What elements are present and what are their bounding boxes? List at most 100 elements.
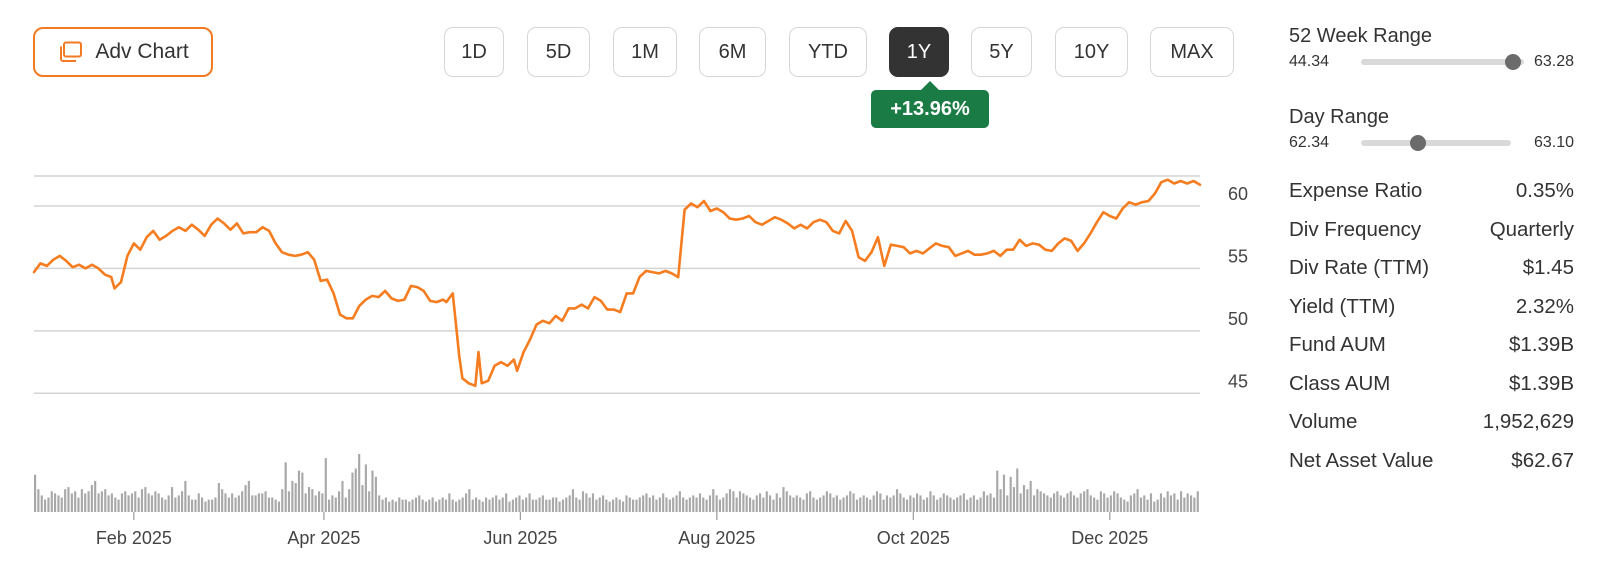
volume-bar	[201, 497, 204, 512]
x-tick-label: Apr 2025	[287, 528, 360, 548]
volume-bar	[237, 495, 240, 512]
volume-bar	[1046, 495, 1049, 512]
stat-label: Div Rate (TTM)	[1289, 256, 1430, 280]
stat-value: 2.32%	[1515, 294, 1574, 318]
volume-bar	[541, 495, 544, 512]
volume-bar	[498, 499, 501, 512]
volume-bar	[418, 495, 421, 512]
volume-bar	[916, 493, 919, 512]
volume-bar	[174, 497, 177, 512]
volume-bar	[956, 497, 959, 512]
volume-bar	[946, 495, 949, 512]
volume-bar	[825, 491, 828, 512]
range-1d-button[interactable]: 1D	[444, 27, 504, 77]
volume-bar	[1159, 493, 1163, 512]
range-1m-button[interactable]: 1M	[613, 27, 677, 77]
volume-bar	[1049, 497, 1052, 512]
stat-value: Quarterly	[1489, 217, 1574, 241]
volume-bar	[942, 493, 945, 512]
volume-bar	[214, 497, 217, 512]
volume-bar	[515, 497, 518, 512]
volume-bar	[598, 497, 601, 512]
range-max-button[interactable]: MAX	[1150, 27, 1234, 77]
volume-bar	[231, 493, 234, 512]
volume-bar	[635, 499, 638, 512]
volume-bar	[348, 489, 351, 512]
volume-bar	[1146, 499, 1149, 512]
volume-bar	[602, 495, 605, 512]
volume-bar	[872, 495, 875, 512]
volume-bar	[1063, 497, 1066, 512]
volume-bar	[705, 499, 708, 512]
volume-bar	[1033, 495, 1036, 512]
adv-chart-button[interactable]: Adv Chart	[33, 27, 213, 77]
volume-bar	[662, 493, 665, 512]
volume-bar	[110, 493, 113, 512]
volume-bar	[775, 493, 778, 512]
volume-bar	[899, 493, 902, 512]
volume-bar	[384, 497, 387, 512]
range-1y-button[interactable]: 1Y	[889, 27, 949, 77]
range-5d-button[interactable]: 5D	[527, 27, 590, 77]
volume-bar	[1133, 493, 1136, 512]
volume-bar	[334, 497, 337, 512]
volume-bar	[448, 493, 451, 512]
volume-bar	[177, 495, 180, 512]
volume-bar	[308, 487, 311, 512]
day-range: Day Range 62.34 63.10	[1289, 106, 1574, 154]
volume-bar	[501, 497, 504, 512]
volume-bar	[1066, 493, 1069, 512]
x-tick-label: Dec 2025	[1071, 528, 1148, 548]
range-ytd-button[interactable]: YTD	[789, 27, 867, 77]
stat-label: Fund AUM	[1289, 333, 1386, 357]
volume-bar	[575, 497, 578, 512]
volume-bar	[87, 491, 90, 512]
week52-track	[1360, 54, 1524, 70]
volume-bar	[458, 499, 461, 512]
price-chart[interactable]: 45 50 55 60 Feb 2025 Apr 2025 Jun 2025 Aug 202…	[0, 0, 1260, 573]
volume-bar	[1019, 493, 1022, 512]
volume-bar	[1083, 491, 1086, 512]
volume-bar	[1006, 495, 1009, 512]
chart-stack-icon	[60, 41, 83, 62]
volume-bar	[54, 493, 57, 512]
volume-bar	[424, 501, 428, 512]
volume-bar	[545, 499, 548, 512]
volume-bar	[638, 497, 641, 512]
range-10y-button[interactable]: 10Y	[1055, 27, 1128, 77]
volume-bar	[732, 491, 735, 512]
volume-bar	[297, 470, 301, 512]
volume-bar	[815, 499, 818, 512]
volume-bar	[979, 497, 982, 512]
range-6m-button[interactable]: 6M	[699, 27, 766, 77]
volume-bar	[1089, 495, 1092, 512]
y-axis-ticks: 45 50 55 60	[1228, 184, 1248, 391]
volume-bar	[558, 501, 561, 512]
volume-bar	[184, 480, 187, 512]
volume-bar	[538, 497, 541, 512]
stat-label: Div Frequency	[1289, 217, 1422, 241]
volume-bar	[585, 493, 588, 512]
day-title: Day Range	[1289, 106, 1390, 128]
volume-bar	[404, 499, 407, 512]
volume-bar	[906, 499, 909, 512]
volume-bar	[401, 499, 404, 512]
volume-bar	[976, 499, 979, 512]
range-5y-button[interactable]: 5Y	[971, 27, 1032, 77]
volume-bar	[521, 499, 524, 512]
volume-bar	[120, 493, 124, 512]
volume-bar	[227, 497, 230, 512]
volume-bar	[271, 497, 274, 512]
volume-bar	[862, 495, 865, 512]
volume-bar	[926, 497, 929, 512]
volume-bar	[835, 495, 838, 512]
day-track	[1361, 135, 1511, 151]
volume-bar	[1086, 489, 1089, 512]
volume-bar	[1166, 491, 1169, 512]
volume-bar	[535, 499, 538, 512]
volume-bar	[388, 501, 391, 512]
volume-bar	[40, 495, 43, 512]
volume-bar	[144, 487, 147, 512]
volume-bar	[692, 495, 695, 512]
volume-bar	[939, 497, 942, 512]
